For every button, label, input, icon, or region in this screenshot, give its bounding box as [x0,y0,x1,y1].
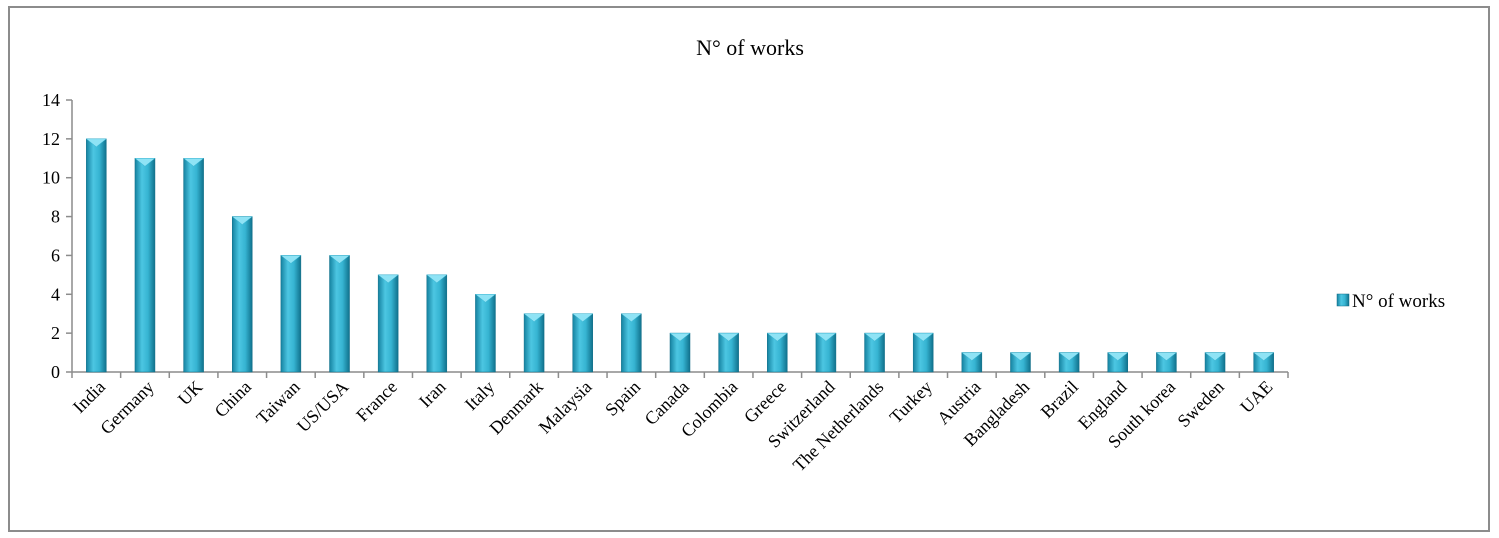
x-tick-label: France [352,377,401,426]
x-tick-label: Sweden [1173,377,1227,431]
legend: N° of works [1336,291,1445,312]
bar-cap [85,138,108,148]
bar [475,294,496,373]
bar-cap [717,332,740,342]
bar-cap [1204,352,1226,361]
bar [572,313,593,373]
legend-swatch [1336,293,1350,307]
y-tick-label: 14 [42,90,60,110]
y-tick-label: 2 [51,323,60,343]
x-tick-label: UAE [1236,377,1276,417]
y-tick-label: 8 [51,207,60,227]
bar-cap [1009,352,1032,361]
bar-cap [912,332,934,342]
y-tick-label: 12 [42,129,60,149]
bar [231,216,253,373]
y-tick-label: 0 [51,362,60,382]
y-tick-label: 4 [51,284,60,304]
bar-cap [815,332,837,342]
legend-label: N° of works [1352,291,1445,312]
bar [329,255,350,373]
bar [280,255,302,373]
bar [523,313,545,373]
bar [86,138,107,373]
y-tick-label: 6 [51,245,60,265]
bar-cap [231,216,253,225]
bar-cap [328,255,351,264]
bar-cap [669,332,691,342]
bar-cap [572,313,594,323]
x-tick-label: Turkey [886,377,936,427]
bar-cap [377,274,399,284]
bar-cap [280,255,302,264]
x-tick-label: Brazil [1037,377,1082,422]
bar-cap [182,158,205,167]
bar [134,158,156,373]
bar-cap [134,158,156,167]
bar-cap [1107,352,1129,361]
bar [621,313,642,373]
x-tick-label: China [211,377,256,422]
bar-cap [426,274,448,284]
bar [426,274,448,373]
x-tick-label: Malaysia [535,377,596,438]
bar [183,158,204,373]
y-tick-label: 10 [42,168,60,188]
bar-cap [523,313,545,323]
chart-frame [8,6,1490,532]
y-axis: 0 2 4 6 8 10 12 14 [42,90,73,382]
x-tick-label: Spain [601,377,644,420]
x-tick-label: US/USA [293,377,352,436]
chart-title: N° of works [696,35,804,60]
x-tick-label: UK [174,377,207,410]
bar-cap [1058,352,1080,361]
bar-cap [474,294,497,303]
bar-cap [863,332,886,342]
x-tick-label: Iran [415,377,450,412]
bars [85,138,1275,373]
bar-cap [620,313,643,323]
x-tick-label: Italy [461,377,498,414]
bar-cap [766,332,788,342]
x-tick-label: Denmark [485,377,547,439]
x-tick-label: Germany [96,377,158,439]
bar-cap [1252,352,1275,361]
x-tick-label: India [69,377,109,417]
bar-cap [1155,352,1178,361]
bar [377,274,399,373]
bar-cap [961,352,983,361]
